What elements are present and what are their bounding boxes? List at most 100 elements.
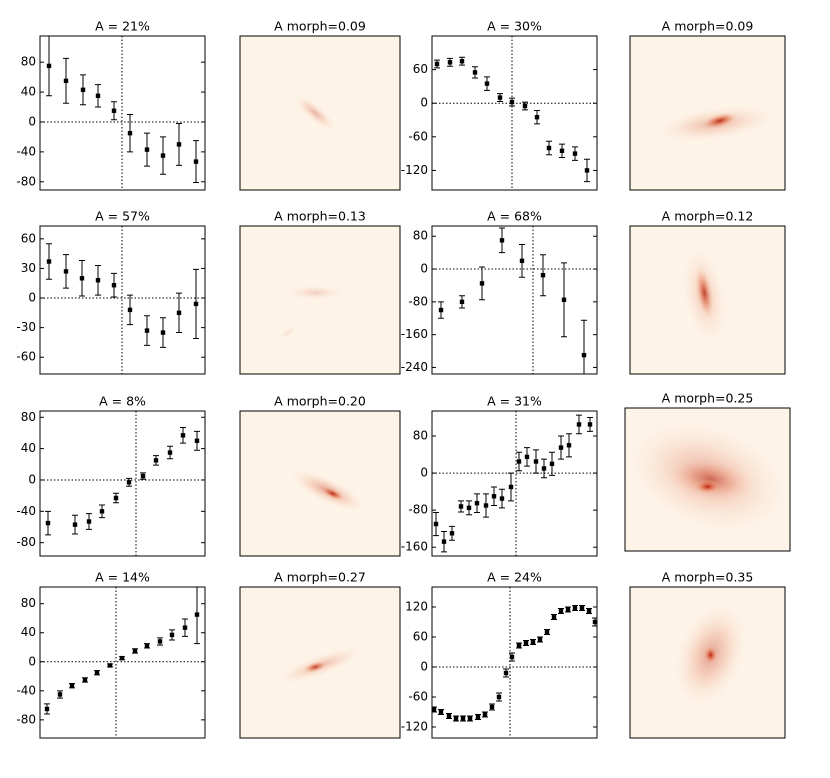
data-point: [467, 716, 473, 721]
data-point: [111, 108, 117, 113]
y-tick-label: 0: [28, 472, 36, 486]
data-point: [160, 330, 166, 335]
panel: A = 31% 80 0 -80 -160: [401, 394, 598, 557]
panel: A morph=0.09: [239, 19, 401, 191]
data-point: [119, 655, 125, 661]
galaxy: [303, 661, 327, 673]
data-point: [459, 299, 465, 305]
data-point: [160, 153, 166, 158]
frame: [431, 35, 598, 191]
data-point: [140, 473, 146, 479]
data-point: [523, 640, 529, 646]
panel-title: A morph=0.09: [274, 19, 366, 34]
galaxy: [695, 266, 714, 319]
data-point: [194, 438, 200, 443]
data-point: [484, 81, 490, 86]
y-tick-label: 30: [21, 261, 36, 275]
y-tick-label: -240: [401, 360, 428, 374]
panel-title: A = 8%: [99, 394, 146, 409]
data-point: [572, 151, 578, 156]
y-tick-label: 40: [21, 625, 36, 639]
data-point: [558, 445, 564, 450]
panel-title: A = 14%: [95, 570, 150, 585]
panel-title: A = 24%: [487, 570, 542, 585]
panel: A = 57% 60 30 0 -30 -60: [16, 209, 206, 375]
data-point: [460, 716, 466, 721]
data-point: [46, 63, 52, 69]
data-point: [551, 614, 557, 620]
data-point: [475, 714, 481, 720]
y-tick-label: -80: [16, 535, 36, 549]
data-point: [193, 301, 199, 307]
data-point: [449, 531, 455, 536]
y-tick-label: -80: [16, 174, 36, 188]
data-point: [565, 607, 571, 612]
y-tick-label: 60: [21, 231, 36, 245]
data-point: [153, 458, 159, 463]
points: [432, 605, 597, 722]
panel-title: A = 57%: [95, 209, 150, 224]
points: [434, 56, 590, 183]
frame: [431, 410, 598, 557]
y-tick-label: 40: [21, 441, 36, 455]
frame: [431, 586, 598, 739]
points: [438, 227, 587, 374]
y-tick-label: -60: [16, 350, 36, 364]
data-point: [483, 503, 489, 508]
frame: [239, 225, 401, 375]
frame: [239, 35, 401, 191]
panel-title: A morph=0.27: [274, 570, 366, 585]
data-point: [45, 520, 51, 526]
y-tick-label: 120: [405, 600, 428, 614]
panel-title: A = 68%: [487, 209, 542, 224]
panel: A = 68% 80 0 -80 -160 -240: [401, 209, 598, 375]
frame: [39, 35, 206, 191]
y-tick-label: -40: [16, 144, 36, 158]
galaxy: [703, 645, 718, 664]
data-point: [107, 663, 113, 668]
data-point: [561, 297, 567, 302]
data-point: [503, 670, 509, 676]
panel-title: A morph=0.13: [274, 209, 366, 224]
data-point: [432, 707, 437, 712]
data-point: [541, 466, 547, 471]
panel: A = 8% 80 40 0 -40 -80: [16, 394, 206, 557]
data-point: [111, 283, 117, 288]
data-point: [99, 509, 105, 514]
data-point: [459, 59, 465, 64]
data-point: [537, 637, 543, 642]
data-point: [489, 704, 495, 710]
data-point: [127, 307, 133, 313]
data-point: [559, 148, 565, 153]
y-tick-label: -80: [408, 294, 428, 308]
data-point: [46, 259, 52, 264]
data-point: [182, 625, 188, 630]
data-point: [441, 539, 447, 544]
galaxy: [287, 285, 344, 300]
data-point: [482, 712, 488, 717]
y-tick-label: -80: [16, 712, 36, 726]
data-point: [466, 505, 472, 511]
points: [433, 414, 593, 553]
data-point: [524, 454, 530, 460]
panel: A = 21% 80 40 0 -40 -80: [16, 19, 206, 191]
data-point: [57, 692, 63, 697]
panel: A morph=0.09: [629, 19, 786, 191]
data-point: [472, 70, 478, 75]
data-point: [176, 310, 182, 316]
panel: A morph=0.12: [629, 209, 786, 375]
data-point: [80, 87, 86, 93]
y-tick-label: -40: [16, 683, 36, 697]
data-point: [446, 713, 452, 719]
data-point: [587, 422, 593, 427]
data-point: [519, 258, 525, 264]
data-point: [132, 648, 138, 654]
data-point: [194, 612, 200, 617]
data-point: [169, 632, 175, 638]
points: [44, 587, 200, 715]
frame: [239, 586, 401, 739]
y-tick-label: -160: [401, 327, 428, 341]
y-tick-label: 0: [28, 114, 36, 128]
panel-title: A morph=0.35: [662, 570, 754, 585]
